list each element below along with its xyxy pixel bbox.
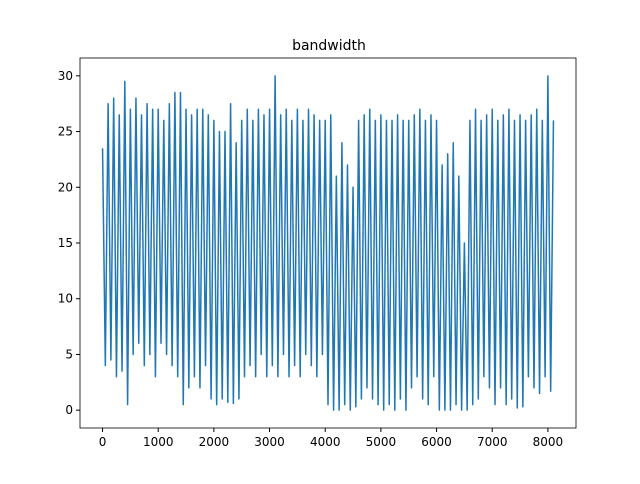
y-tick-label: 30 (58, 69, 73, 83)
y-tick-label: 0 (65, 403, 73, 417)
x-tick-label: 5000 (366, 435, 397, 449)
chart-title: bandwidth (292, 38, 366, 54)
x-tick-label: 6000 (421, 435, 452, 449)
x-tick-label: 1000 (143, 435, 174, 449)
y-tick-label: 15 (58, 236, 73, 250)
y-tick-label: 10 (58, 292, 73, 306)
y-tick-label: 20 (58, 180, 73, 194)
x-tick-label: 4000 (310, 435, 341, 449)
x-tick-label: 2000 (199, 435, 230, 449)
y-tick-label: 5 (65, 347, 73, 361)
x-tick-label: 3000 (254, 435, 285, 449)
data-line (101, 75, 555, 411)
y-tick-label: 25 (58, 125, 73, 139)
x-tick-label: 8000 (533, 435, 564, 449)
x-tick-label: 0 (99, 435, 107, 449)
x-tick-label: 7000 (477, 435, 508, 449)
